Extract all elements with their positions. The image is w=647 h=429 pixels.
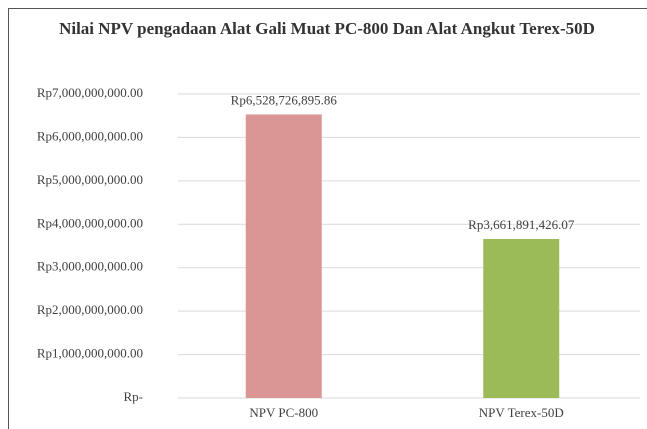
y-tick-label: Rp6,000,000,000.00 — [37, 128, 143, 143]
data-label: Rp6,528,726,895.86 — [231, 92, 338, 107]
y-tick-label: Rp7,000,000,000.00 — [37, 85, 143, 100]
x-tick-label: NPV PC-800 — [249, 405, 318, 420]
bar — [483, 238, 560, 398]
y-tick-label: Rp2,000,000,000.00 — [37, 302, 143, 317]
x-tick-label: NPV Terex-50D — [479, 405, 564, 420]
bar — [245, 114, 322, 398]
chart-title: Nilai NPV pengadaan Alat Gali Muat PC-80… — [59, 19, 595, 38]
chart-border — [8, 8, 647, 429]
y-tick-label: Rp3,000,000,000.00 — [37, 259, 143, 274]
y-tick-label: Rp- — [124, 389, 144, 404]
y-tick-label: Rp5,000,000,000.00 — [37, 172, 143, 187]
y-tick-label: Rp1,000,000,000.00 — [37, 346, 143, 361]
y-tick-label: Rp4,000,000,000.00 — [37, 215, 143, 230]
data-label: Rp3,661,891,426.07 — [468, 217, 575, 232]
